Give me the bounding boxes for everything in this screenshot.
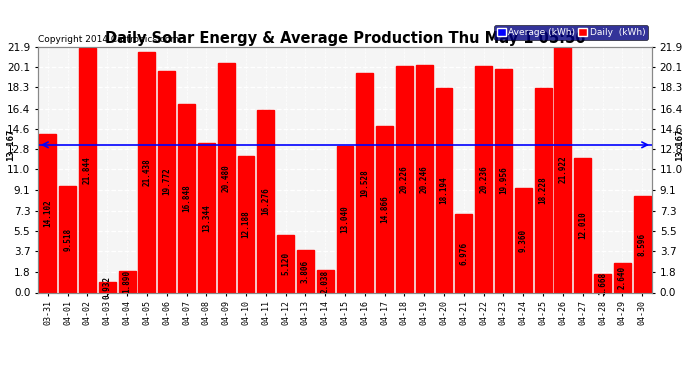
Bar (237, 156, 255, 292)
Text: 5.120: 5.120 (281, 252, 290, 275)
Bar (574, 158, 591, 292)
Text: 13.167: 13.167 (6, 129, 14, 161)
Text: 16.848: 16.848 (182, 184, 191, 212)
Text: 13.167: 13.167 (676, 129, 684, 161)
Text: 9.360: 9.360 (519, 228, 528, 252)
Bar (178, 104, 195, 292)
Bar (317, 270, 333, 292)
Title: Daily Solar Energy & Average Production Thu May 1 05:56: Daily Solar Energy & Average Production … (105, 31, 585, 46)
Text: 20.236: 20.236 (479, 165, 488, 193)
Bar (158, 71, 175, 292)
Text: 14.866: 14.866 (380, 195, 389, 223)
Bar (396, 66, 413, 292)
Bar (376, 126, 393, 292)
Text: 13.040: 13.040 (340, 206, 350, 233)
Text: 19.528: 19.528 (360, 169, 369, 197)
Text: 2.038: 2.038 (321, 270, 330, 292)
Bar (357, 74, 373, 292)
Text: 20.226: 20.226 (400, 165, 409, 193)
Bar (257, 110, 274, 292)
Bar (337, 146, 353, 292)
Bar (119, 271, 135, 292)
Bar (416, 65, 433, 292)
Legend: Average (kWh), Daily  (kWh): Average (kWh), Daily (kWh) (494, 26, 648, 40)
Text: 20.480: 20.480 (221, 164, 230, 192)
Text: 1.668: 1.668 (598, 272, 607, 295)
Bar (99, 282, 116, 292)
Text: 2.640: 2.640 (618, 266, 627, 289)
Text: 3.806: 3.806 (301, 260, 310, 283)
Bar (139, 52, 155, 292)
Text: 9.518: 9.518 (63, 228, 72, 251)
Text: 8.596: 8.596 (638, 233, 647, 256)
Bar (515, 188, 532, 292)
Text: 6.976: 6.976 (460, 242, 469, 265)
Text: 19.772: 19.772 (162, 168, 171, 195)
Bar (455, 214, 472, 292)
Text: 21.438: 21.438 (142, 158, 151, 186)
Text: 16.276: 16.276 (262, 188, 270, 215)
Text: 20.246: 20.246 (420, 165, 428, 193)
Text: 0.932: 0.932 (103, 276, 112, 299)
Bar (475, 66, 492, 292)
Bar (495, 69, 512, 292)
Text: 13.344: 13.344 (202, 204, 211, 231)
Text: 12.010: 12.010 (578, 211, 587, 239)
Bar (218, 63, 235, 292)
Bar (39, 134, 57, 292)
Bar (198, 143, 215, 292)
Text: 12.188: 12.188 (241, 210, 250, 238)
Text: Copyright 2014 Cartronics.com: Copyright 2014 Cartronics.com (38, 35, 179, 44)
Text: 19.956: 19.956 (499, 167, 508, 195)
Bar (435, 88, 453, 292)
Bar (535, 88, 551, 292)
Bar (614, 263, 631, 292)
Text: 18.194: 18.194 (440, 177, 449, 204)
Bar (594, 274, 611, 292)
Text: 1.890: 1.890 (123, 270, 132, 294)
Text: 21.844: 21.844 (83, 156, 92, 184)
Text: 18.228: 18.228 (539, 176, 548, 204)
Bar (633, 196, 651, 292)
Bar (59, 186, 76, 292)
Bar (277, 235, 294, 292)
Bar (555, 46, 571, 292)
Bar (79, 48, 96, 292)
Text: 21.922: 21.922 (558, 156, 567, 183)
Text: 14.102: 14.102 (43, 200, 52, 227)
Bar (297, 250, 314, 292)
